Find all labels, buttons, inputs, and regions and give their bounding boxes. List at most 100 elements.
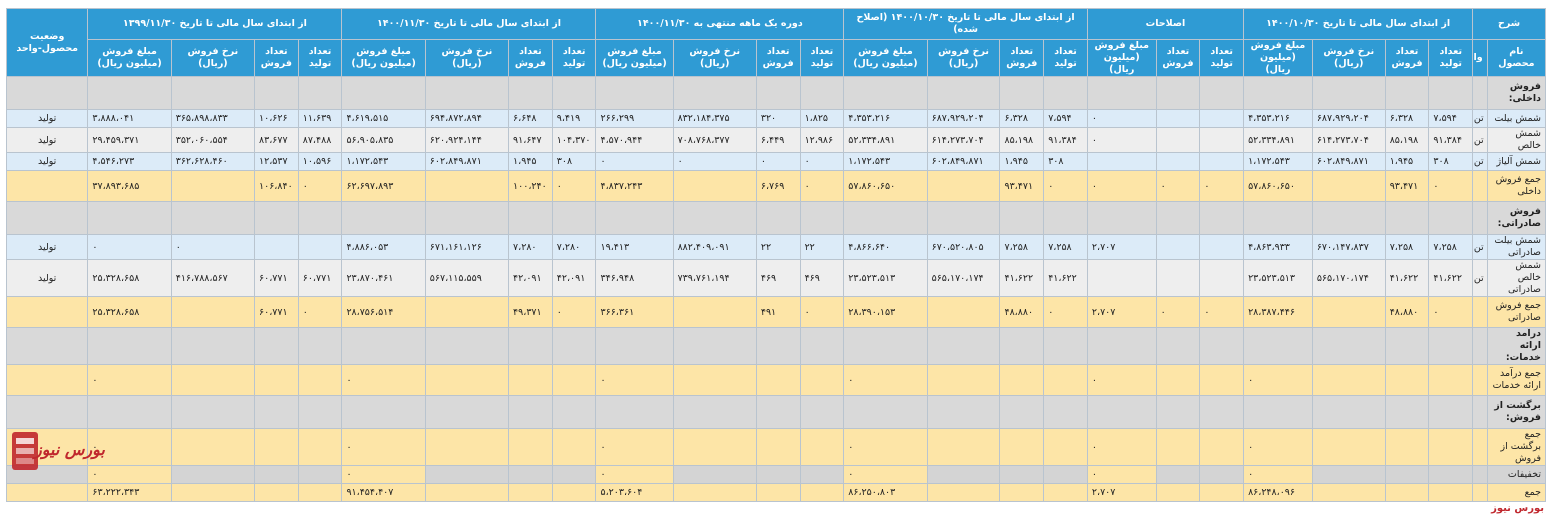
- cell-prev-production-qty: ۱۰،۵۹۶: [297, 152, 343, 171]
- cell-adj-sales-qty: [1155, 234, 1201, 260]
- header-unit: واحد: [1472, 39, 1488, 77]
- cell-ytd-sales-qty: ۶،۶۴۸: [508, 109, 553, 128]
- cell-prev-sales-amount: ۳۷،۸۹۳،۶۸۵: [87, 170, 172, 202]
- cell-prev-sales-qty: [254, 428, 299, 466]
- empty-cell: [341, 327, 426, 365]
- cell-adjusted-sales-amount: ۸۶،۲۵۰،۸۰۳: [843, 483, 928, 502]
- empty-cell: [341, 76, 426, 110]
- cell-month-sales-qty: [755, 428, 801, 466]
- empty-cell: [672, 327, 757, 365]
- header-sales-qty: تعداد فروش: [1155, 39, 1201, 77]
- status-cell: تولید: [5, 259, 89, 297]
- cell-month-sales-rate: ۸۸۲،۴۰۹،۰۹۱: [672, 234, 757, 260]
- category-row: فروش صادراتی:: [5, 201, 1547, 235]
- cell-ytd-production-qty: [551, 465, 597, 484]
- cell-prev-sales-rate: [170, 483, 256, 502]
- cell-adjusted-sales-amount: ۰: [843, 428, 928, 466]
- cell-adjusted-sales-rate: [926, 364, 1001, 396]
- cell-prev-production-qty: [297, 483, 343, 502]
- empty-cell: [424, 327, 510, 365]
- status-cell: تولید: [5, 234, 89, 260]
- cell-month-production-qty: [799, 428, 845, 466]
- cell-prev-production-qty: ۸۷،۴۸۸: [297, 127, 343, 153]
- cell-month-sales-amount: ۱۹،۴۱۳: [595, 234, 674, 260]
- cell-adjusted-sales-rate: ۵۶۵،۱۷۰،۱۷۴: [926, 259, 1001, 297]
- cell-ytd-sales-rate: [424, 296, 510, 328]
- footer-brand: بورس نیوز: [1491, 503, 1544, 514]
- empty-cell: [1199, 201, 1245, 235]
- cell-prev-sales-qty: [254, 465, 299, 484]
- cell-adj-production-qty: [1199, 152, 1245, 171]
- cell-month-production-qty: [799, 364, 845, 396]
- cell-ytd-sales-rate: ۶۲۰،۹۲۴،۱۴۴: [424, 127, 510, 153]
- cell-production-qty: ۰: [1428, 296, 1474, 328]
- cell-ytd-sales-rate: [424, 465, 510, 484]
- header-sales-qty: تعداد فروش: [755, 39, 801, 77]
- cell-sales-rate: [1311, 364, 1386, 396]
- row-label: جمع: [1486, 483, 1547, 502]
- cell-adj-production-qty: [1199, 465, 1245, 484]
- cell-prev-sales-amount: ۳،۸۸۸،۰۴۱: [87, 109, 172, 128]
- cell-prev-production-qty: [297, 428, 343, 466]
- cell-sales-qty: ۶،۳۲۸: [1384, 109, 1430, 128]
- cell-adj-production-qty: [1199, 109, 1245, 128]
- status-cell: تولید: [5, 109, 89, 128]
- empty-cell: [672, 395, 757, 429]
- cell-month-production-qty: ۱۲،۹۸۶: [799, 127, 845, 153]
- cell-month-sales-amount: ۰: [595, 152, 674, 171]
- status-cell: تولید: [5, 152, 89, 171]
- empty-cell: [1086, 395, 1157, 429]
- cell-ytd-sales-amount: ۲۳،۸۷۰،۴۶۱: [341, 259, 426, 297]
- cell-prev-sales-rate: ۴۱۶،۷۸۸،۵۶۷: [170, 259, 256, 297]
- header-month-1400-11-30: دوره یک ماهه منتهی به ۱۴۰۰/۱۱/۳۰: [595, 8, 845, 40]
- cell-prev-sales-rate: [170, 465, 256, 484]
- cell-prev-sales-amount: ۲۵،۳۲۸،۶۵۸: [87, 259, 172, 297]
- cell-adjusted-production-qty: ۷،۵۹۴: [1043, 109, 1088, 128]
- cell-sales-qty: ۴۱،۶۲۲: [1384, 259, 1430, 297]
- cell-production-qty: ۳۰۸: [1428, 152, 1474, 171]
- header-sales-rate: نرخ فروش (ریال): [672, 39, 757, 77]
- empty-cell: [1043, 76, 1088, 110]
- header-sales-rate: نرخ فروش (ریال): [1311, 39, 1386, 77]
- cell-adjusted-sales-amount: ۰: [843, 364, 928, 396]
- cell-month-sales-amount: ۲۶۶،۲۹۹: [595, 109, 674, 128]
- cell-adj-production-qty: [1199, 259, 1245, 297]
- cell-ytd-production-qty: ۷،۲۸۰: [551, 234, 597, 260]
- cell-ytd-production-qty: ۴۲،۰۹۱: [551, 259, 597, 297]
- header-production-qty: تعداد تولید: [1199, 39, 1245, 77]
- cell-month-sales-qty: ۳۲۰: [755, 109, 801, 128]
- cell-ytd-sales-amount: ۰: [341, 465, 426, 484]
- cell-adjusted-sales-qty: ۴۱،۶۲۲: [999, 259, 1045, 297]
- cell-adjusted-sales-amount: ۴،۸۶۶،۶۴۰: [843, 234, 928, 260]
- cell-month-sales-qty: [755, 483, 801, 502]
- watermark-logo-text: بورس نیوز: [34, 440, 105, 459]
- cell-adjusted-sales-rate: ۶۸۷،۹۲۹،۲۰۴: [926, 109, 1001, 128]
- empty-cell: [843, 76, 928, 110]
- cell-adjusted-production-qty: [1043, 465, 1088, 484]
- status-cell: [5, 364, 89, 396]
- unit-cell: [1472, 170, 1488, 202]
- header-sales-amount: مبلغ فروش (میلیون ریال): [595, 39, 674, 77]
- category-label: درآمد ارائه خدمات:: [1486, 327, 1547, 365]
- empty-cell: [1311, 395, 1386, 429]
- empty-cell: [799, 76, 845, 110]
- cell-ytd-sales-amount: ۵۶،۹۰۵،۸۳۵: [341, 127, 426, 153]
- unit-cell: [1472, 296, 1488, 328]
- cell-month-sales-amount: ۳۴۶،۹۴۸: [595, 259, 674, 297]
- cell-ytd-sales-rate: [424, 483, 510, 502]
- header-sales-amount: مبلغ فروش (میلیون ریال): [1243, 39, 1313, 77]
- cell-month-sales-amount: ۴،۵۷۰،۹۴۴: [595, 127, 674, 153]
- unit-cell: تن: [1472, 234, 1488, 260]
- cell-ytd-production-qty: ۰: [551, 296, 597, 328]
- cell-month-sales-qty: [755, 465, 801, 484]
- cell-adjusted-sales-amount: ۲۸،۳۹۰،۱۵۳: [843, 296, 928, 328]
- cell-ytd-sales-amount: ۰: [341, 364, 426, 396]
- header-sales-rate: نرخ فروش (ریال): [170, 39, 256, 77]
- cell-adjusted-sales-amount: ۲۳،۵۲۳،۵۱۳: [843, 259, 928, 297]
- empty-cell: [551, 201, 597, 235]
- cell-production-qty: ۴۱،۶۲۲: [1428, 259, 1474, 297]
- cell-adj-sales-amount: ۲،۷۰۷: [1086, 296, 1157, 328]
- unit-cell: تن: [1472, 152, 1488, 171]
- header-sales-qty: تعداد فروش: [999, 39, 1045, 77]
- cell-sales-amount: ۲۸،۳۸۷،۴۴۶: [1243, 296, 1313, 328]
